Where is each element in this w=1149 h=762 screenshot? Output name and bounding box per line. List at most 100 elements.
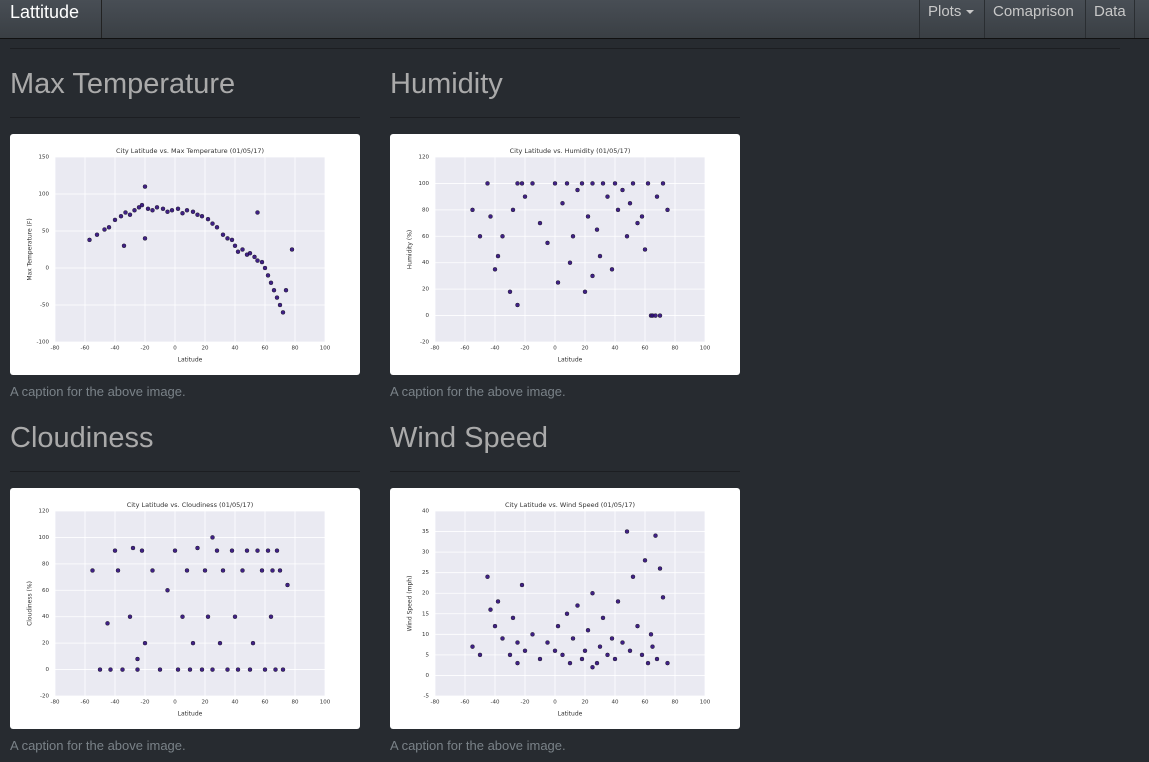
point [648, 632, 654, 637]
nav-comparison[interactable]: Comaprison [984, 0, 1085, 38]
point [160, 206, 166, 212]
point [605, 194, 610, 199]
point [642, 247, 648, 252]
chart: -80 -60 -40 -20 0 20 40 60 80 100 -5 0 5 10 15 20 25 30 35… [407, 501, 711, 718]
y-tick-label: 40 [422, 509, 429, 515]
y-tick-label: 15 [422, 611, 429, 617]
caret [966, 10, 975, 15]
point [135, 656, 140, 662]
point [488, 214, 493, 219]
x-tick-label: -60 [81, 700, 90, 706]
divider [10, 471, 360, 472]
x-tick-label: 0 [553, 346, 557, 352]
point [654, 194, 660, 199]
point [564, 181, 570, 186]
point [205, 216, 211, 222]
point [250, 640, 256, 646]
y-tick-label: -20 [420, 340, 429, 346]
x-tick-label: -40 [491, 700, 500, 706]
point [130, 545, 136, 551]
point [545, 240, 550, 246]
point [530, 632, 535, 637]
point [217, 640, 223, 646]
point [255, 210, 260, 215]
y-tick-label: -20 [40, 694, 49, 700]
point [485, 574, 490, 579]
point [195, 212, 200, 217]
y-tick-label: 120 [419, 155, 430, 161]
point [262, 265, 268, 271]
y-tick-label: 0 [46, 266, 50, 272]
point [150, 208, 155, 213]
x-tick-label: 100 [320, 346, 331, 352]
brand[interactable]: Lattitude [0, 0, 102, 38]
point [615, 207, 621, 213]
point [220, 232, 226, 237]
point [105, 621, 110, 626]
y-tick-label: 25 [422, 570, 429, 576]
point [280, 667, 286, 672]
point [202, 568, 208, 573]
x-tick-label: 40 [232, 346, 239, 352]
point [210, 535, 215, 540]
x-tick-label: 20 [582, 346, 589, 352]
point [187, 667, 193, 672]
point [232, 243, 238, 249]
point [97, 667, 103, 672]
point [579, 656, 585, 662]
point [597, 253, 603, 259]
point [627, 648, 633, 653]
point [247, 250, 253, 256]
point [154, 205, 160, 210]
chart: -80 -60 -40 -20 0 20 40 60 80 100 -20 0 20 40 60 80 100 1… [27, 501, 331, 718]
nav-data[interactable]: Data [1085, 0, 1135, 38]
point [560, 201, 565, 206]
heading: Max Temperature [10, 68, 236, 100]
point [165, 588, 170, 593]
point [564, 611, 570, 616]
point [262, 667, 268, 672]
point [615, 599, 621, 604]
x-tick-label: -20 [141, 346, 150, 352]
point [136, 205, 142, 210]
point [142, 184, 148, 189]
point [112, 548, 118, 553]
point [190, 209, 196, 214]
y-tick-label: 0 [426, 673, 430, 679]
divider [390, 471, 740, 472]
point [642, 558, 648, 563]
x-tick-label: 0 [173, 700, 177, 706]
x-tick-label: -60 [461, 700, 470, 706]
point [537, 656, 543, 662]
point [495, 599, 501, 604]
y-axis-label: Cloudiness (%) [27, 581, 34, 626]
point [280, 310, 286, 315]
x-tick-label: 0 [173, 346, 177, 352]
chart-title: City Latitude vs. Max Temperature (01/05… [116, 147, 264, 155]
chart-title: City Latitude vs. Cloudiness (01/05/17) [127, 501, 254, 509]
point [285, 582, 290, 588]
point [567, 260, 573, 265]
point [477, 234, 483, 239]
point [90, 568, 95, 573]
y-tick-label: 20 [42, 641, 49, 647]
point [265, 273, 271, 278]
point [609, 267, 615, 272]
point [205, 614, 211, 619]
y-tick-label: 10 [422, 632, 429, 638]
plot-area [435, 511, 705, 696]
point [271, 287, 277, 293]
y-tick-label: 100 [39, 535, 50, 541]
point [519, 582, 525, 588]
point [195, 545, 200, 551]
point [590, 181, 595, 186]
point [127, 212, 133, 217]
nav-plots[interactable]: Plots [919, 0, 985, 38]
point [492, 267, 498, 272]
point [630, 181, 636, 186]
point [639, 652, 645, 658]
point [102, 227, 107, 232]
heading: Wind Speed [390, 422, 548, 454]
x-tick-label: 80 [292, 346, 299, 352]
